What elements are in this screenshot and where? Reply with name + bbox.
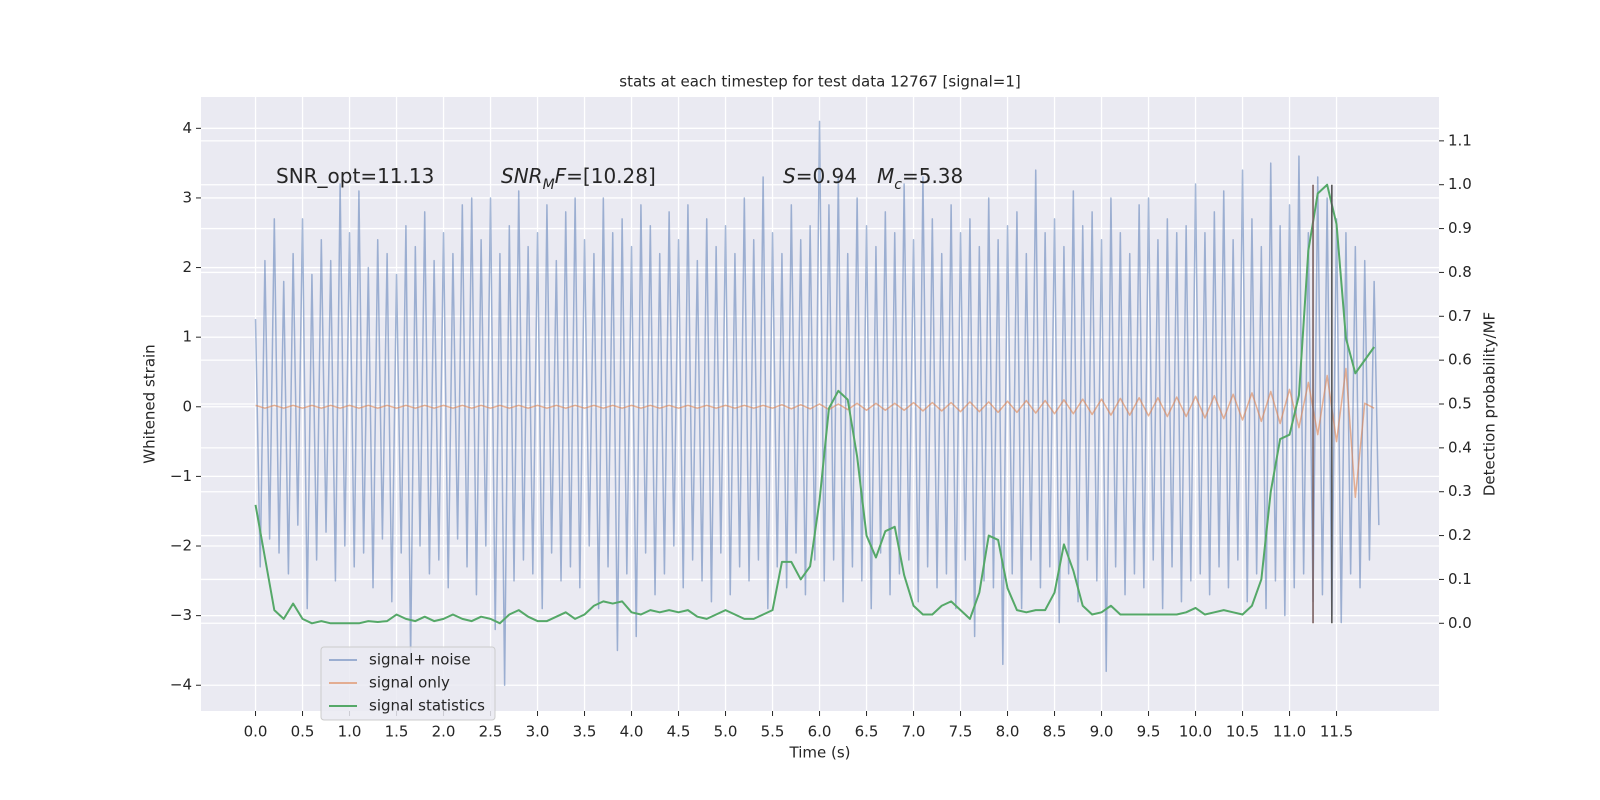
x-tick-label: 5.5 <box>761 723 785 741</box>
annotation: SNRMF=[10.28] <box>501 164 656 194</box>
legend-label: signal+ noise <box>369 651 471 669</box>
y-tick-label: −4 <box>170 676 192 694</box>
y2-tick-label: 0.4 <box>1448 438 1472 456</box>
x-tick-label: 0.0 <box>244 723 268 741</box>
x-tick-label: 11.5 <box>1320 723 1353 741</box>
y-tick-label: −3 <box>170 606 192 624</box>
legend-box <box>320 646 496 721</box>
y-axis-label: Whitened strain <box>141 344 159 463</box>
x-tick-label: 10.5 <box>1226 723 1259 741</box>
x-tick-label: 4.0 <box>620 723 644 741</box>
y2-axis-label: Detection probability/MF <box>1481 312 1499 496</box>
y2-tick-label: 0.6 <box>1448 351 1472 369</box>
y-tick-label: 4 <box>182 119 192 137</box>
legend-label: signal statistics <box>369 697 485 715</box>
annotation-part: F <box>555 164 567 188</box>
annotation-part: =0.94 <box>796 164 857 188</box>
annotation-part: =5.38 <box>902 164 963 188</box>
x-tick-label: 8.0 <box>996 723 1020 741</box>
legend-label: signal only <box>369 674 450 692</box>
x-tick-label: 9.5 <box>1137 723 1161 741</box>
annotation-part: M <box>877 164 894 188</box>
x-tick-label: 2.5 <box>479 723 503 741</box>
y-tick-label: 0 <box>182 397 192 415</box>
annotation: SNR_opt=11.13 <box>276 164 434 188</box>
y2-tick-label: 0.3 <box>1448 482 1472 500</box>
y-tick-label: 1 <box>182 328 192 346</box>
x-tick-label: 9.0 <box>1090 723 1114 741</box>
annotation-part: SNR <box>501 164 543 188</box>
x-tick-label: 11.0 <box>1273 723 1306 741</box>
y-tick-label: −1 <box>170 467 192 485</box>
x-tick-label: 3.5 <box>573 723 597 741</box>
annotation-part: =[10.28] <box>566 164 656 188</box>
annotation-part: SNR_opt=11.13 <box>276 164 434 188</box>
x-tick-label: 1.0 <box>338 723 362 741</box>
y2-tick-label: 1.0 <box>1448 175 1472 193</box>
annotation-part: M <box>543 177 555 193</box>
x-tick-label: 3.0 <box>526 723 550 741</box>
annotation-part: c <box>894 177 902 193</box>
x-tick-label: 5.0 <box>714 723 738 741</box>
y-tick-label: 3 <box>182 188 192 206</box>
marks <box>254 120 1380 686</box>
y2-tick-label: 0.5 <box>1448 395 1472 413</box>
y2-tick-label: 0.8 <box>1448 263 1472 281</box>
x-axis-label: Time (s) <box>789 744 851 762</box>
y2-tick-label: 1.1 <box>1448 131 1472 149</box>
x-tick-label: 1.5 <box>385 723 409 741</box>
x-tick-label: 4.5 <box>667 723 691 741</box>
x-tick-label: 2.0 <box>432 723 456 741</box>
y2-tick-label: 0.9 <box>1448 219 1472 237</box>
y2-tick-label: 0.1 <box>1448 570 1472 588</box>
overlay <box>254 183 1375 625</box>
y2-tick-label: 0.7 <box>1448 307 1472 325</box>
y-tick-label: 2 <box>182 258 192 276</box>
y-tick-label: −2 <box>170 537 192 555</box>
x-tick-label: 7.5 <box>949 723 973 741</box>
series-line <box>255 367 1375 499</box>
chart-title: stats at each timestep for test data 127… <box>619 73 1020 91</box>
annotation: S=0.94 <box>783 164 857 188</box>
y2-tick-label: 0.2 <box>1448 526 1472 544</box>
x-tick-label: 7.0 <box>902 723 926 741</box>
x-tick-label: 6.5 <box>855 723 879 741</box>
y2-tick-label: 0.0 <box>1448 614 1472 632</box>
series-line <box>254 183 1375 625</box>
series-line <box>254 120 1380 686</box>
x-tick-label: 6.0 <box>808 723 832 741</box>
x-tick-label: 8.5 <box>1043 723 1067 741</box>
x-tick-label: 10.0 <box>1179 723 1212 741</box>
x-tick-label: 0.5 <box>291 723 315 741</box>
annotation: Mc=5.38 <box>877 164 963 194</box>
annotation-part: S <box>783 164 796 188</box>
